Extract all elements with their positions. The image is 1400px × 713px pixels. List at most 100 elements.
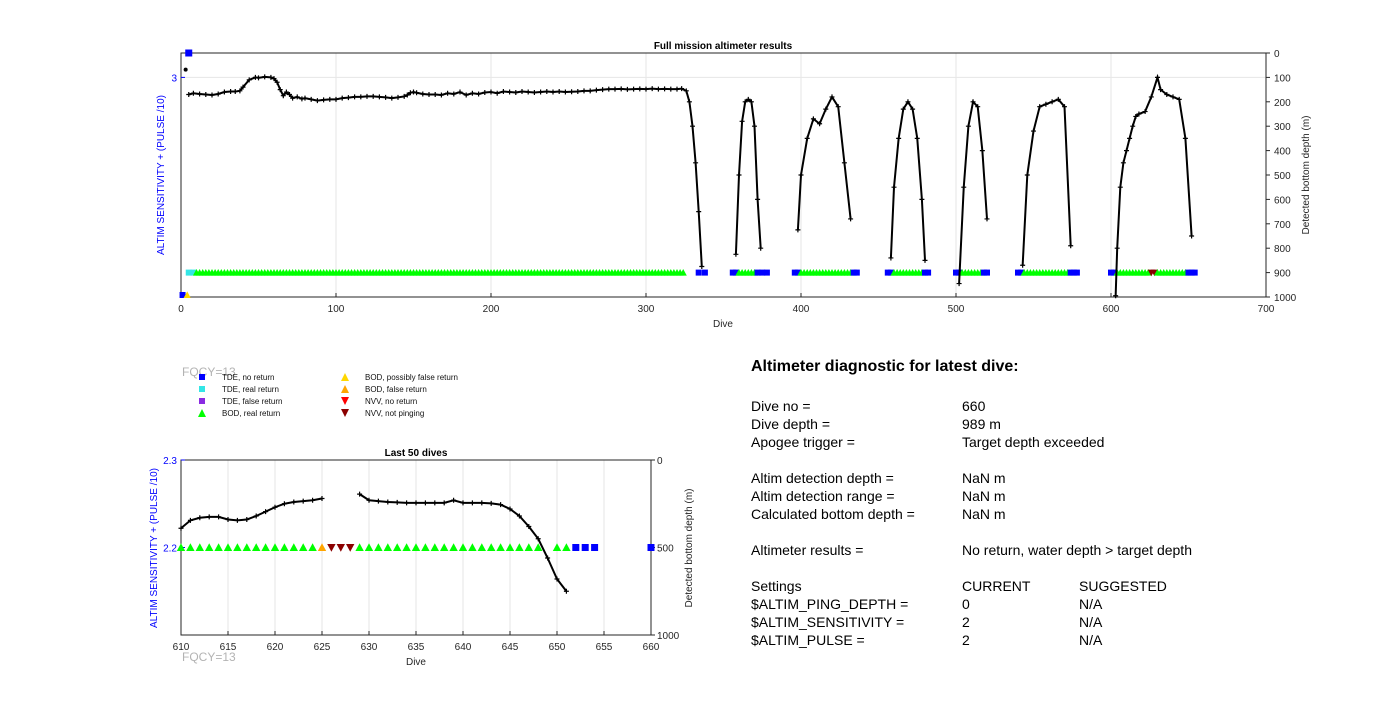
y-tick-label: 500 xyxy=(1274,171,1291,182)
legend-item: TDE, no return xyxy=(190,372,274,382)
status-marker xyxy=(754,269,761,276)
depth-point xyxy=(451,497,457,503)
diag-row-bottom-depth: Calculated bottom depth = NaN m xyxy=(751,505,1351,523)
y-tick-label: 1000 xyxy=(1274,293,1297,304)
depth-point xyxy=(919,196,925,202)
diag-row-settings-header: Settings CURRENT SUGGESTED xyxy=(751,577,1351,595)
depth-point xyxy=(281,501,287,507)
depth-point xyxy=(272,504,278,510)
bottom-depth-label: Calculated bottom depth = xyxy=(751,506,915,522)
legend-item: BOD, real return xyxy=(190,408,280,418)
status-marker xyxy=(980,269,987,276)
depth-line xyxy=(958,99,988,284)
status-marker xyxy=(1185,269,1192,276)
status-marker xyxy=(364,543,374,551)
detection-depth-label: Altim detection depth = xyxy=(751,470,894,486)
depth-point xyxy=(531,90,537,96)
depth-point xyxy=(178,525,184,531)
status-marker xyxy=(411,543,421,551)
depth-point xyxy=(1176,96,1182,102)
depth-point xyxy=(271,76,277,82)
depth-point xyxy=(804,135,810,141)
depth-point xyxy=(460,500,466,506)
x-tick-label: 630 xyxy=(361,642,378,653)
depth-point xyxy=(693,160,699,166)
pulse-current: 2 xyxy=(962,632,970,648)
depth-point xyxy=(606,86,612,92)
depth-point xyxy=(299,96,305,102)
status-marker xyxy=(524,543,533,551)
status-marker xyxy=(289,543,298,551)
main-chart-x-ticks: 0 100 200 300 400 500 600 700 xyxy=(178,293,1275,315)
depth-point xyxy=(563,588,569,594)
status-marker xyxy=(1188,269,1195,276)
depth-point xyxy=(612,86,618,92)
depth-point xyxy=(507,89,513,95)
depth-point xyxy=(637,86,643,92)
depth-point xyxy=(479,500,485,506)
depth-point xyxy=(206,514,212,520)
legend-label: TDE, no return xyxy=(222,372,275,382)
depth-point xyxy=(345,95,351,101)
depth-line xyxy=(1021,98,1072,266)
status-marker xyxy=(440,543,449,551)
status-marker xyxy=(449,543,458,551)
depth-point xyxy=(1062,104,1067,110)
status-marker xyxy=(1191,269,1198,276)
depth-point xyxy=(494,90,500,96)
depth-line xyxy=(734,98,762,255)
main-chart-xlabel: Dive xyxy=(713,319,733,330)
status-marker xyxy=(791,269,798,276)
legend-item: TDE, real return xyxy=(190,384,279,394)
x-tick-label: 635 xyxy=(408,642,425,653)
depth-point xyxy=(216,514,222,520)
depth-point xyxy=(426,91,432,97)
depth-point xyxy=(244,517,250,522)
y-tick-label: 700 xyxy=(1274,220,1291,231)
dive-no-label: Dive no = xyxy=(751,398,811,414)
depth-point xyxy=(905,99,911,105)
depth-point xyxy=(748,99,754,105)
apogee-value: Target depth exceeded xyxy=(962,434,1105,450)
depth-point xyxy=(1182,135,1188,141)
depth-point xyxy=(696,209,702,215)
depth-point xyxy=(975,104,981,110)
depth-point xyxy=(209,92,215,98)
status-marker xyxy=(421,543,430,551)
status-marker xyxy=(190,269,197,276)
depth-point xyxy=(679,86,685,92)
depth-point xyxy=(366,497,372,503)
depth-point xyxy=(823,106,829,112)
depth-point xyxy=(829,94,835,100)
depth-point xyxy=(593,87,599,93)
status-marker xyxy=(195,543,204,551)
legend-label: TDE, false return xyxy=(222,396,283,406)
depth-point xyxy=(302,95,308,101)
depth-line xyxy=(359,493,568,592)
legend-label: TDE, real return xyxy=(222,384,279,394)
depth-point xyxy=(370,93,376,99)
y-tick-label: 0 xyxy=(657,456,663,467)
depth-point xyxy=(300,498,306,504)
depth-point xyxy=(1114,245,1120,251)
depth-point xyxy=(441,500,447,506)
status-marker xyxy=(214,543,223,551)
depth-point xyxy=(1068,243,1074,249)
depth-point xyxy=(314,98,320,104)
diag-row-detection-range: Altim detection range = NaN m xyxy=(751,487,1351,505)
x-tick-label: 660 xyxy=(643,642,660,653)
depth-point xyxy=(321,97,327,103)
depth-point xyxy=(587,88,593,94)
status-marker xyxy=(1018,269,1025,276)
status-marker xyxy=(393,543,402,551)
depth-point xyxy=(662,86,668,92)
depth-point xyxy=(283,89,289,95)
depth-point xyxy=(232,89,238,95)
depth-point xyxy=(290,95,296,101)
depth-point xyxy=(327,96,333,102)
depth-point xyxy=(745,96,751,102)
x-tick-label: 645 xyxy=(502,642,519,653)
depth-point xyxy=(240,84,246,90)
depth-point xyxy=(1020,262,1026,268)
depth-point xyxy=(575,89,581,95)
